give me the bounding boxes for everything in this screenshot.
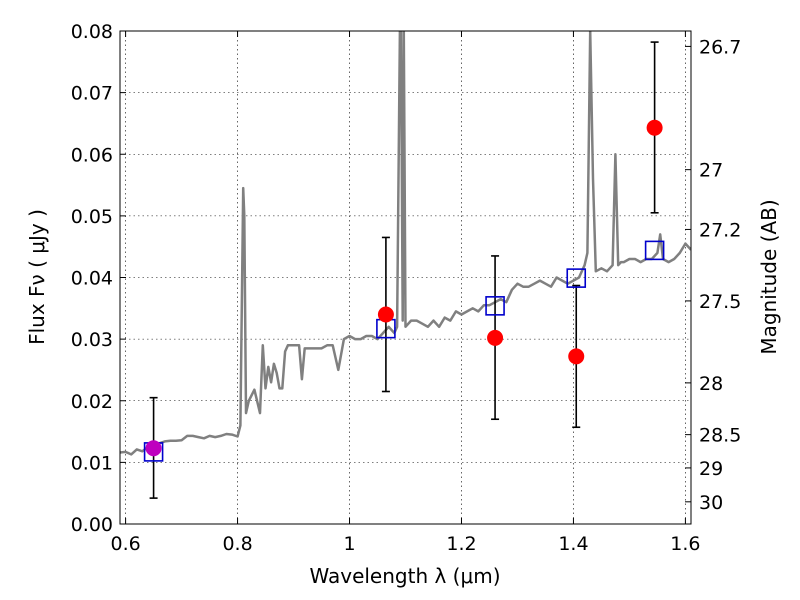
sed-line-layer bbox=[120, 31, 691, 456]
x-tick-label: 1 bbox=[343, 533, 355, 555]
sed-model-line bbox=[120, 31, 691, 456]
x-tick-label: 0.8 bbox=[222, 533, 252, 555]
right-tick-label: 30 bbox=[699, 492, 723, 514]
right-tick-label: 27.5 bbox=[699, 291, 741, 313]
right-tick-label: 29 bbox=[699, 458, 723, 480]
model-photometry-square bbox=[644, 240, 665, 261]
right-tick-label: 27 bbox=[699, 160, 723, 182]
observed-flux-point bbox=[377, 306, 394, 323]
x-tick-label: 1.6 bbox=[670, 533, 700, 555]
right-tick-label: 27.2 bbox=[699, 219, 741, 241]
x-tick-label: 1.2 bbox=[446, 533, 476, 555]
x-tick-label: 1.4 bbox=[558, 533, 588, 555]
model-photometry-square bbox=[566, 268, 587, 288]
ticks: 0.6 0.8 1 1.2 1.4 1.6 0.00 0.01 0.02 0.03 0.04 0.05… bbox=[71, 21, 742, 555]
model-photometry-square bbox=[485, 296, 505, 316]
x-axis-title: Wavelength λ (μm) bbox=[309, 564, 500, 588]
right-tick-label: 28 bbox=[699, 373, 723, 395]
right-tick-label: 26.7 bbox=[699, 36, 741, 58]
y-tick-label: 0.05 bbox=[71, 206, 113, 228]
y-tick-label: 0.02 bbox=[71, 391, 113, 413]
y-tick-label: 0.08 bbox=[71, 21, 113, 43]
observed-flux-point bbox=[145, 440, 162, 457]
x-tick-label: 0.6 bbox=[110, 533, 140, 555]
right-tick-label: 28.5 bbox=[699, 425, 741, 447]
y-tick-label: 0.03 bbox=[71, 329, 113, 351]
y-tick-label: 0.01 bbox=[71, 452, 113, 474]
y-tick-label: 0.07 bbox=[71, 83, 113, 105]
observed-flux-point bbox=[568, 348, 585, 365]
observed-flux-point bbox=[646, 119, 663, 136]
y-axis-title-group: Flux Fν ( μJy ) bbox=[25, 209, 49, 345]
y-tick-label: 0.04 bbox=[71, 268, 113, 290]
right-axis-title: Magnitude (AB) bbox=[757, 199, 781, 354]
y-tick-label: 0.06 bbox=[71, 144, 113, 166]
observed-circle-layer bbox=[145, 119, 663, 457]
observed-flux-point bbox=[487, 329, 504, 346]
y-axis-title: Flux Fν ( μJy ) bbox=[25, 209, 49, 345]
right-axis-title-group: Magnitude (AB) bbox=[757, 199, 781, 354]
y-tick-label: 0.00 bbox=[71, 514, 113, 536]
